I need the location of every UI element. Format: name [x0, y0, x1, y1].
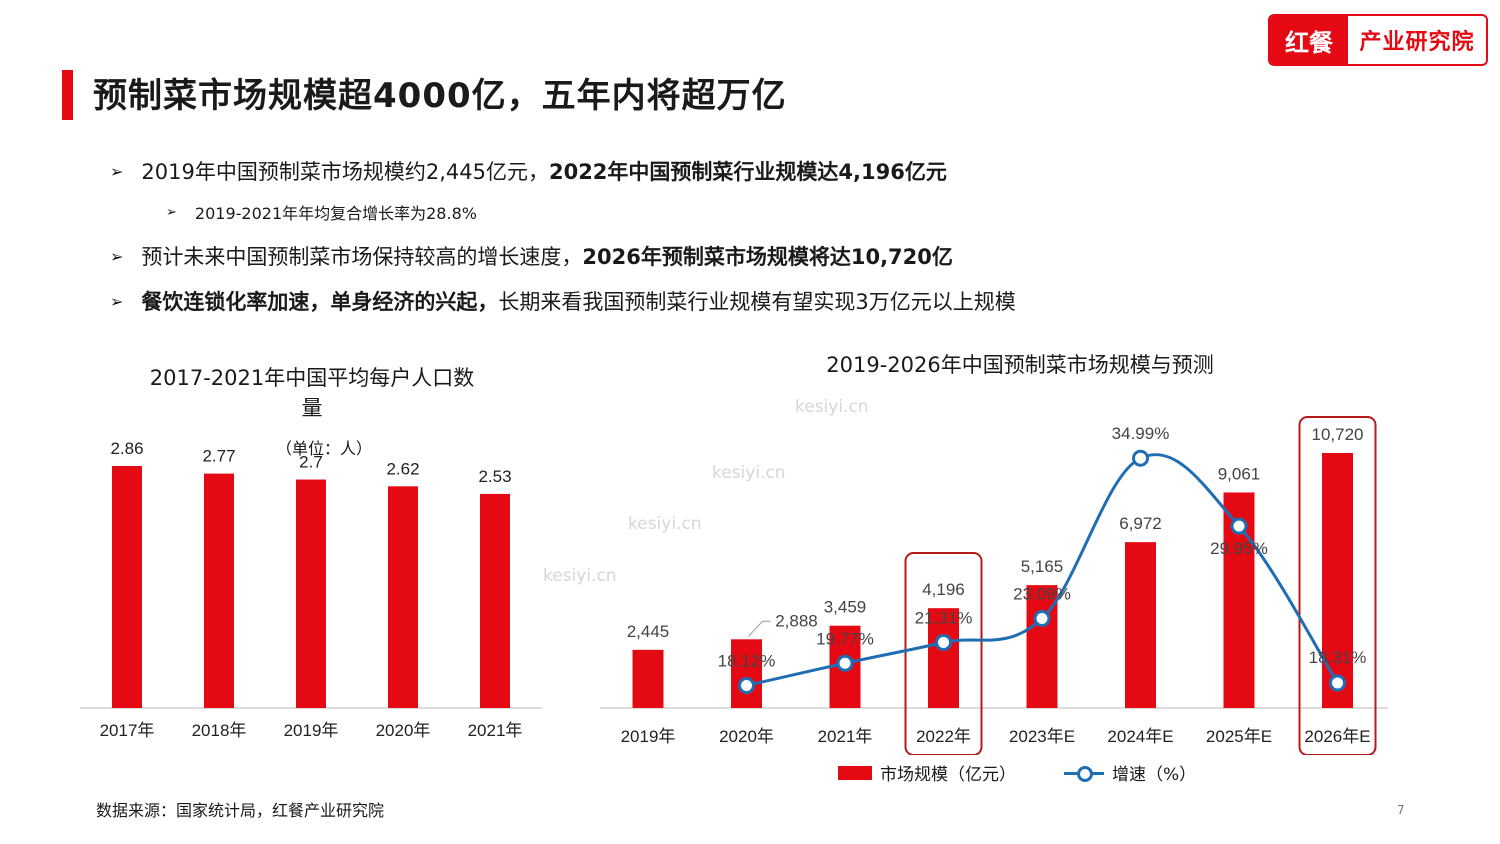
logo-text: 产业研究院: [1359, 30, 1475, 55]
bar-2022年: [928, 608, 959, 708]
left-chart-unit: （单位：人）: [276, 439, 373, 458]
growth-data-label: 23.09%: [1013, 585, 1071, 604]
highlight-box: [1298, 416, 1377, 755]
data-label: 2.62: [386, 459, 419, 478]
data-label: 2.7: [299, 453, 323, 472]
bullet-2-text: 预计未来中国预制菜市场保持较高的增长速度，: [141, 245, 583, 269]
highlight-box: [904, 552, 983, 755]
data-label: 2.77: [202, 447, 235, 466]
x-tick-label: 2026年E: [1304, 727, 1370, 746]
legend-bar-swatch: [838, 765, 872, 780]
bar-data-label: 4,196: [922, 580, 965, 599]
household-size-chart: 2.86 2017年 2.77 2018年 2.7 2019年 2.62 2020年 2.53 2…: [80, 439, 542, 740]
page-number: 7: [1397, 803, 1405, 817]
right-chart-title: 2019-2026年中国预制菜市场规模与预测: [826, 353, 1214, 377]
prepared-food-market-chart: 2,445 2019年 2,888 2020年 3,459 2021年 4,196 2022年…: [600, 416, 1388, 755]
bullet-1-bold: 2022年中国预制菜行业规模达4,196亿元: [548, 160, 947, 184]
bullet-1-text: 2019年中国预制菜市场规模约2,445亿元，: [141, 160, 549, 184]
bullet-arrow-icon: ➢: [110, 291, 124, 311]
bar-data-label: 3,459: [824, 598, 867, 617]
x-tick-label: 2018年: [192, 721, 247, 740]
growth-data-label: 21.31%: [915, 609, 973, 628]
logo-mark: 红餐: [1270, 16, 1348, 64]
growth-point: [1230, 517, 1248, 535]
bullet-1-sub-text: 2019-2021年年均复合增长率为28.8%: [194, 204, 477, 223]
bar-2018年: [204, 473, 234, 708]
page-title: 预制菜市场规模超4000亿，五年内将超万亿: [93, 76, 787, 116]
x-tick-label: 2024年E: [1107, 727, 1173, 746]
growth-point: [738, 677, 755, 694]
bar-data-label: 2,445: [627, 622, 670, 641]
bar-2020年: [731, 639, 762, 708]
x-tick-label: 2020年: [719, 727, 774, 746]
watermark: kesiyi.cn: [795, 397, 869, 417]
data-label: 2.86: [110, 439, 143, 458]
bullet-arrow-icon: ➢: [110, 246, 124, 266]
bar-2017年: [112, 466, 142, 708]
bullet-2-bold: 2026年预制菜市场规模将达10,720亿: [582, 245, 953, 269]
bullet-1: ➢ 2019年中国预制菜市场规模约2,445亿元， 2022年中国预制菜行业规模达…: [110, 156, 947, 186]
legend-line-swatch: [1064, 765, 1104, 782]
x-tick-label: 2017年: [100, 721, 155, 740]
x-tick-label: 2022年: [916, 727, 971, 746]
bullet-arrow-icon: ➢: [166, 204, 177, 220]
growth-point: [1329, 674, 1346, 692]
legend-line-label: 增速（%）: [1112, 765, 1197, 785]
bar-data-label: 2,888: [775, 611, 818, 630]
growth-point: [935, 634, 952, 652]
brand-logo: 红餐 产业研究院: [1268, 14, 1488, 66]
x-tick-label: 2020年: [376, 721, 431, 740]
growth-data-label: 18.12%: [718, 652, 776, 671]
watermark: kesiyi.cn: [543, 566, 617, 586]
label-leader-line: [748, 620, 771, 637]
growth-data-label: 34.99%: [1112, 424, 1170, 443]
growth-point: [1132, 449, 1149, 467]
title-accent-bar: [62, 70, 73, 120]
bullet-arrow-icon: ➢: [110, 161, 124, 181]
x-tick-label: 2023年E: [1009, 727, 1075, 746]
right-chart-legend: 市场规模（亿元） 增速（%）: [838, 760, 1196, 785]
bullet-1-sub: ➢ 2019-2021年年均复合增长率为28.8%: [166, 200, 477, 224]
bar-2019年: [632, 649, 664, 708]
growth-point: [1033, 610, 1051, 628]
data-label: 2.53: [478, 467, 511, 486]
growth-data-label: 18.31%: [1309, 648, 1367, 667]
bar-data-label: 10,720: [1312, 425, 1364, 444]
bar-2021年: [480, 493, 510, 708]
x-tick-label: 2021年: [818, 727, 873, 746]
data-source: 数据来源：国家统计局，红餐产业研究院: [96, 801, 385, 820]
x-tick-label: 2021年: [468, 721, 523, 740]
bar-2026年E: [1322, 453, 1353, 708]
legend-bar-label: 市场规模（亿元）: [880, 765, 1016, 785]
growth-data-label: 29.95%: [1210, 539, 1268, 558]
bullet-3-text: 长期来看我国预制菜行业规模有望实现3万亿元以上规模: [498, 290, 1016, 314]
bar-data-label: 6,972: [1119, 514, 1162, 533]
x-tick-label: 2025年E: [1206, 727, 1272, 746]
bar-2019年: [296, 479, 326, 708]
bar-data-label: 5,165: [1021, 557, 1064, 576]
growth-point: [836, 654, 854, 672]
bar-2024年E: [1125, 542, 1156, 708]
growth-data-label: 19.77%: [816, 629, 874, 648]
bar-data-label: 9,061: [1218, 464, 1261, 483]
bar-2020年: [388, 486, 418, 708]
x-tick-label: 2019年: [621, 727, 676, 746]
left-chart-title: 2017-2021年中国平均每户人口数 量: [149, 366, 475, 420]
x-tick-label: 2019年: [284, 721, 339, 740]
bullet-3-bold: 餐饮连锁化率加速，单身经济的兴起，: [141, 290, 499, 314]
watermark: kesiyi.cn: [712, 463, 786, 483]
bullet-3: ➢ 餐饮连锁化率加速，单身经济的兴起， 长期来看我国预制菜行业规模有望实现3万亿元…: [110, 286, 1016, 316]
watermark: kesiyi.cn: [628, 514, 702, 534]
bullet-2: ➢ 预计未来中国预制菜市场保持较高的增长速度， 2026年预制菜市场规模将达10,…: [110, 241, 953, 271]
